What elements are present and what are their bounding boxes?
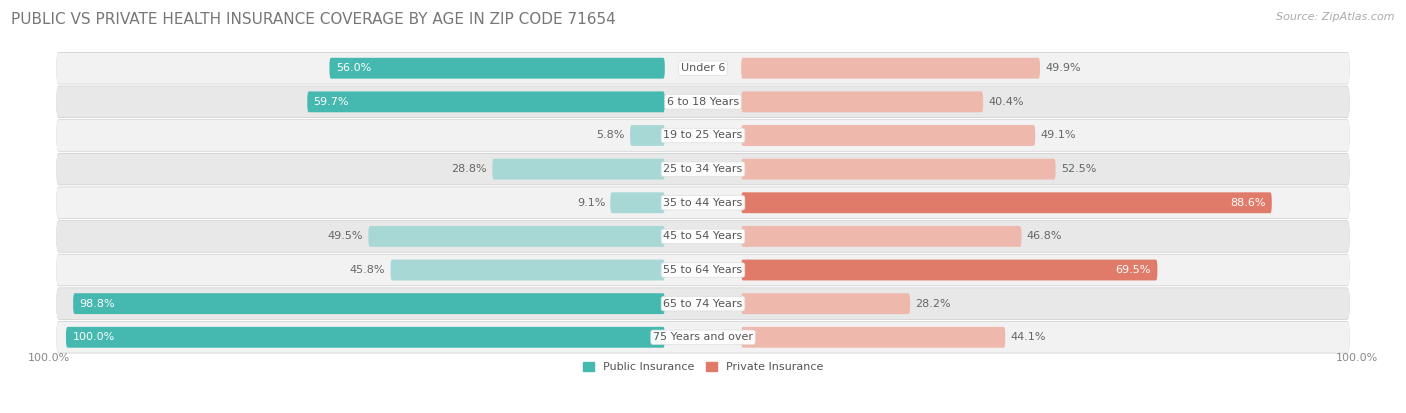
- FancyBboxPatch shape: [56, 52, 1350, 84]
- Text: 44.1%: 44.1%: [1011, 332, 1046, 342]
- Text: 28.2%: 28.2%: [915, 299, 950, 309]
- Text: 5.8%: 5.8%: [596, 131, 624, 140]
- FancyBboxPatch shape: [56, 86, 1350, 117]
- FancyBboxPatch shape: [56, 322, 1350, 353]
- Text: 98.8%: 98.8%: [80, 299, 115, 309]
- FancyBboxPatch shape: [741, 159, 1056, 180]
- Text: 100.0%: 100.0%: [1336, 353, 1378, 363]
- Text: 49.5%: 49.5%: [328, 231, 363, 241]
- FancyBboxPatch shape: [329, 58, 665, 78]
- Text: Source: ZipAtlas.com: Source: ZipAtlas.com: [1277, 12, 1395, 22]
- FancyBboxPatch shape: [56, 119, 1350, 152]
- FancyBboxPatch shape: [73, 293, 665, 314]
- Text: 75 Years and over: 75 Years and over: [652, 332, 754, 342]
- Text: PUBLIC VS PRIVATE HEALTH INSURANCE COVERAGE BY AGE IN ZIP CODE 71654: PUBLIC VS PRIVATE HEALTH INSURANCE COVER…: [11, 12, 616, 27]
- FancyBboxPatch shape: [610, 192, 665, 213]
- FancyBboxPatch shape: [56, 220, 1350, 252]
- Text: 9.1%: 9.1%: [576, 198, 605, 208]
- FancyBboxPatch shape: [66, 327, 665, 348]
- Text: 100.0%: 100.0%: [28, 353, 70, 363]
- FancyBboxPatch shape: [56, 187, 1350, 219]
- FancyBboxPatch shape: [492, 159, 665, 180]
- Text: Under 6: Under 6: [681, 63, 725, 73]
- Text: 56.0%: 56.0%: [336, 63, 371, 73]
- FancyBboxPatch shape: [741, 327, 1005, 348]
- Text: 69.5%: 69.5%: [1115, 265, 1152, 275]
- FancyBboxPatch shape: [368, 226, 665, 247]
- Text: 45.8%: 45.8%: [350, 265, 385, 275]
- FancyBboxPatch shape: [56, 154, 1350, 185]
- Text: 6 to 18 Years: 6 to 18 Years: [666, 97, 740, 107]
- FancyBboxPatch shape: [308, 91, 665, 112]
- FancyBboxPatch shape: [56, 254, 1350, 286]
- FancyBboxPatch shape: [56, 288, 1350, 319]
- FancyBboxPatch shape: [56, 86, 1350, 118]
- FancyBboxPatch shape: [56, 53, 1350, 84]
- FancyBboxPatch shape: [56, 287, 1350, 320]
- FancyBboxPatch shape: [741, 293, 910, 314]
- Text: 19 to 25 Years: 19 to 25 Years: [664, 131, 742, 140]
- Text: 35 to 44 Years: 35 to 44 Years: [664, 198, 742, 208]
- Legend: Public Insurance, Private Insurance: Public Insurance, Private Insurance: [579, 358, 827, 377]
- Text: 45 to 54 Years: 45 to 54 Years: [664, 231, 742, 241]
- FancyBboxPatch shape: [741, 58, 1040, 78]
- FancyBboxPatch shape: [741, 192, 1272, 213]
- Text: 40.4%: 40.4%: [988, 97, 1024, 107]
- Text: 88.6%: 88.6%: [1230, 198, 1265, 208]
- FancyBboxPatch shape: [56, 153, 1350, 185]
- Text: 52.5%: 52.5%: [1060, 164, 1097, 174]
- Text: 100.0%: 100.0%: [72, 332, 114, 342]
- FancyBboxPatch shape: [391, 260, 665, 280]
- Text: 49.1%: 49.1%: [1040, 131, 1076, 140]
- FancyBboxPatch shape: [56, 254, 1350, 285]
- Text: 59.7%: 59.7%: [314, 97, 349, 107]
- Text: 46.8%: 46.8%: [1026, 231, 1062, 241]
- FancyBboxPatch shape: [741, 260, 1157, 280]
- FancyBboxPatch shape: [56, 221, 1350, 252]
- FancyBboxPatch shape: [56, 321, 1350, 354]
- Text: 28.8%: 28.8%: [451, 164, 488, 174]
- FancyBboxPatch shape: [630, 125, 665, 146]
- FancyBboxPatch shape: [741, 91, 983, 112]
- Text: 65 to 74 Years: 65 to 74 Years: [664, 299, 742, 309]
- FancyBboxPatch shape: [56, 187, 1350, 218]
- FancyBboxPatch shape: [56, 120, 1350, 151]
- Text: 25 to 34 Years: 25 to 34 Years: [664, 164, 742, 174]
- FancyBboxPatch shape: [741, 226, 1022, 247]
- FancyBboxPatch shape: [741, 125, 1035, 146]
- Text: 55 to 64 Years: 55 to 64 Years: [664, 265, 742, 275]
- Text: 49.9%: 49.9%: [1045, 63, 1081, 73]
